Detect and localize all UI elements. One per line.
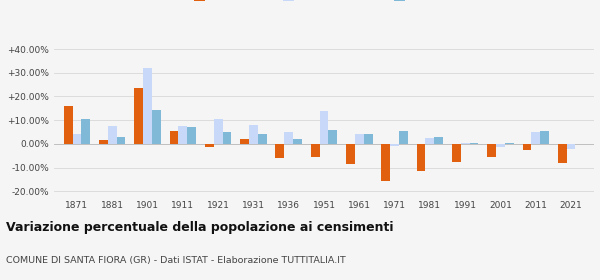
Bar	[355, 134, 364, 144]
Bar	[434, 137, 443, 144]
Bar	[425, 138, 434, 144]
Bar	[540, 131, 549, 144]
Bar	[187, 127, 196, 144]
Bar	[452, 144, 461, 162]
Bar	[134, 88, 143, 144]
Text: COMUNE DI SANTA FIORA (GR) - Dati ISTAT - Elaborazione TUTTITALIA.IT: COMUNE DI SANTA FIORA (GR) - Dati ISTAT …	[6, 256, 346, 265]
Bar	[461, 143, 470, 144]
Bar	[178, 126, 187, 144]
Bar	[82, 119, 90, 144]
Bar	[505, 143, 514, 144]
Bar	[346, 144, 355, 164]
Bar	[205, 144, 214, 148]
Bar	[284, 132, 293, 144]
Bar	[249, 125, 258, 144]
Bar	[275, 144, 284, 158]
Bar	[532, 132, 540, 144]
Bar	[382, 144, 390, 181]
Bar	[558, 144, 566, 163]
Bar	[258, 134, 266, 144]
Bar	[99, 140, 108, 144]
Bar	[487, 144, 496, 157]
Bar	[320, 111, 328, 144]
Bar	[73, 134, 82, 144]
Bar	[496, 144, 505, 148]
Text: Variazione percentuale della popolazione ai censimenti: Variazione percentuale della popolazione…	[6, 221, 394, 234]
Bar	[399, 131, 408, 144]
Bar	[328, 130, 337, 144]
Legend: Santa Fiora, Provincia di GR, Toscana: Santa Fiora, Provincia di GR, Toscana	[191, 0, 457, 4]
Bar	[311, 144, 320, 157]
Bar	[143, 68, 152, 144]
Bar	[293, 139, 302, 144]
Bar	[566, 144, 575, 149]
Bar	[116, 137, 125, 144]
Bar	[416, 144, 425, 171]
Bar	[64, 106, 73, 144]
Bar	[240, 139, 249, 144]
Bar	[214, 119, 223, 144]
Bar	[364, 134, 373, 144]
Bar	[523, 144, 532, 150]
Bar	[470, 143, 478, 144]
Bar	[390, 144, 399, 146]
Bar	[108, 126, 116, 144]
Bar	[170, 131, 178, 144]
Bar	[152, 109, 161, 144]
Bar	[223, 132, 232, 144]
